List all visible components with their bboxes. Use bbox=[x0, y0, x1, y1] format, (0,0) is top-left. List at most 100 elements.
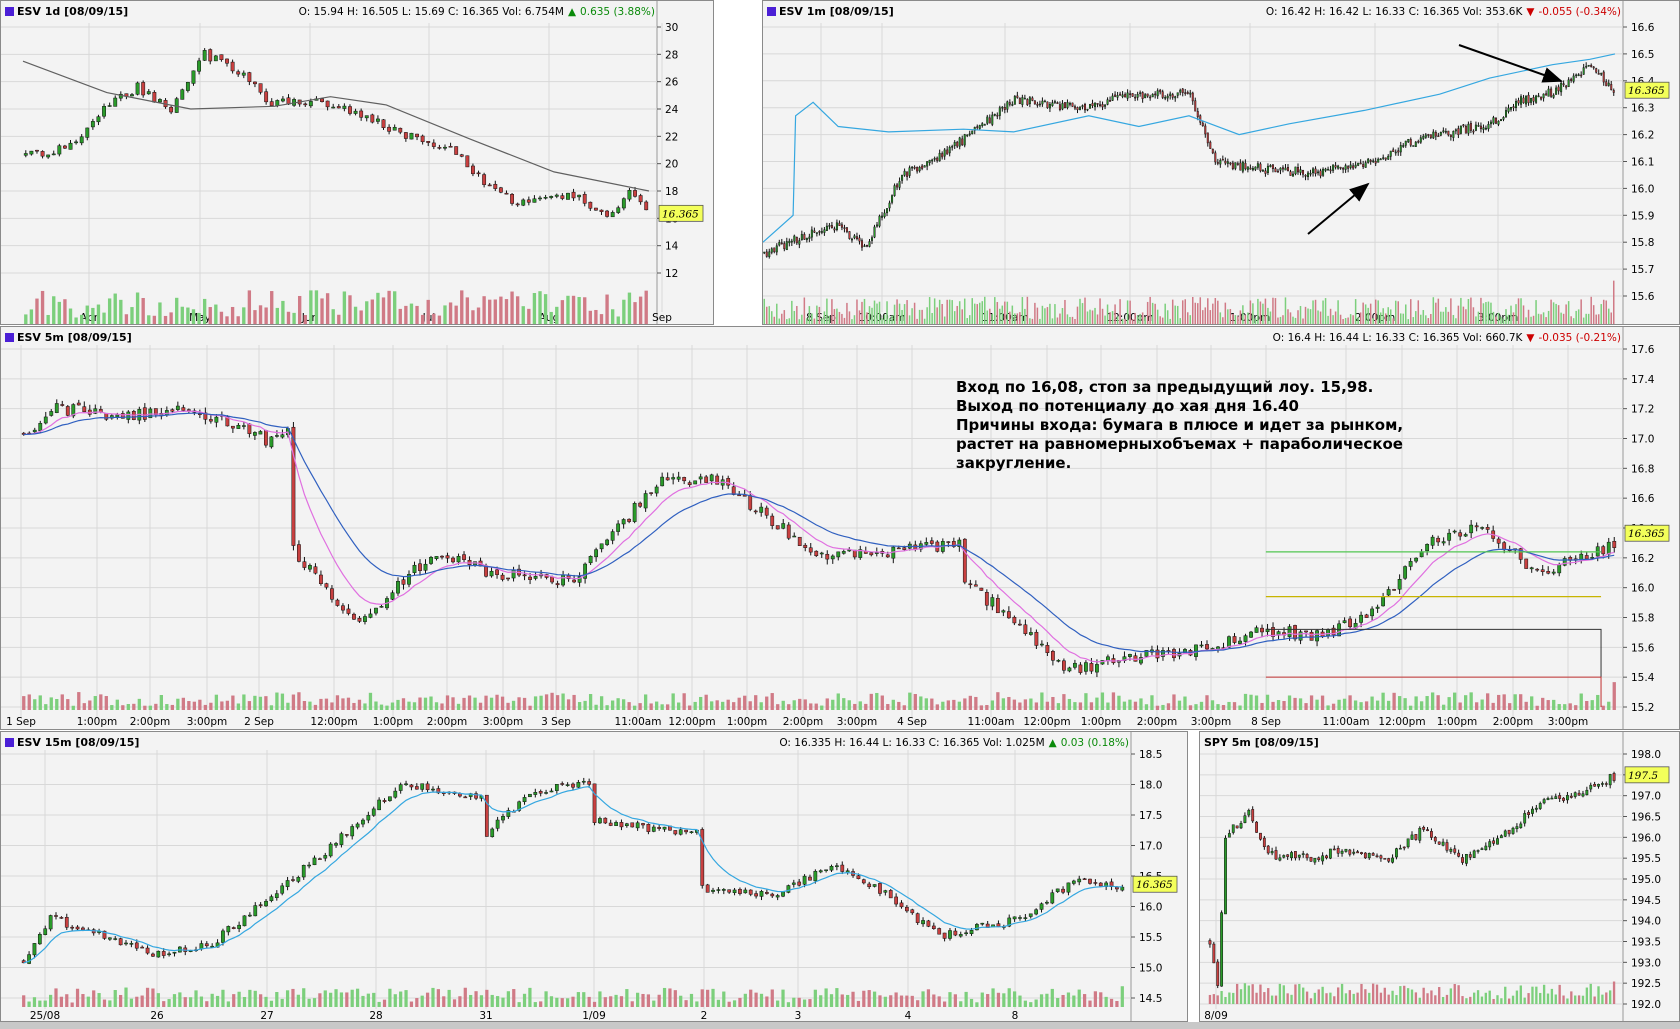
candle-body bbox=[958, 934, 963, 937]
volume-bar bbox=[1510, 305, 1512, 324]
volume-bar bbox=[59, 996, 64, 1007]
change-down-icon: ▼ bbox=[1526, 332, 1535, 344]
candle-body bbox=[808, 236, 811, 239]
volume-bar bbox=[1577, 309, 1580, 324]
candle-body bbox=[1056, 660, 1061, 662]
volume-bar bbox=[1447, 697, 1451, 710]
volume-bar bbox=[522, 993, 527, 1007]
candle-body bbox=[1459, 125, 1462, 134]
volume-bar bbox=[1124, 319, 1126, 324]
fifteen-min-chart-svg[interactable]: 25/08 26 27 28 31 1/09 2 3 4 818.518.017.517.016.… bbox=[1, 732, 1188, 1022]
volume-bar bbox=[148, 705, 152, 710]
candle-body bbox=[968, 133, 971, 136]
candle-body bbox=[1309, 172, 1312, 175]
volume-bar bbox=[292, 312, 296, 324]
volume-bar bbox=[334, 989, 338, 1007]
volume-bar bbox=[29, 309, 34, 324]
five-min-chart-svg[interactable]: 1 Sep 1:00pm 2:00pm 3:00pm 2 Sep 12:00pm 1:00p… bbox=[1, 327, 1680, 730]
candle-body bbox=[126, 411, 131, 420]
candle-body bbox=[571, 191, 576, 199]
volume-bar bbox=[919, 696, 923, 710]
candle-body bbox=[572, 579, 576, 583]
volume-bar bbox=[248, 989, 252, 1007]
candle-body bbox=[687, 482, 692, 485]
candle-body bbox=[1166, 95, 1169, 99]
volume-bar bbox=[1011, 305, 1014, 324]
volume-bar bbox=[1370, 696, 1374, 710]
candle-body bbox=[1600, 72, 1603, 75]
volume-bar bbox=[605, 294, 609, 324]
volume-bar bbox=[738, 997, 742, 1007]
volume-bar bbox=[91, 307, 95, 324]
price-tag-box bbox=[658, 204, 704, 222]
candle-body bbox=[775, 525, 780, 530]
candle-body bbox=[732, 889, 737, 893]
candle-body bbox=[861, 879, 866, 884]
candle-body bbox=[616, 523, 621, 532]
volume-bar bbox=[1059, 313, 1061, 324]
candle-body bbox=[1523, 813, 1527, 824]
volume-bar bbox=[886, 704, 890, 710]
candle-body bbox=[1442, 130, 1445, 133]
volume-bar bbox=[1089, 702, 1094, 710]
volume-bar bbox=[571, 996, 575, 1007]
candle-body bbox=[1542, 93, 1545, 99]
candle-body bbox=[370, 114, 375, 123]
candle-body bbox=[603, 817, 608, 824]
volume-bar bbox=[275, 307, 279, 324]
y-tick-label: 24 bbox=[665, 104, 679, 116]
candle-body bbox=[381, 119, 386, 129]
volume-bar bbox=[1297, 310, 1299, 324]
volume-bar bbox=[843, 317, 846, 324]
volume-bar bbox=[533, 696, 538, 710]
candle-body bbox=[68, 142, 73, 150]
candle-body bbox=[1403, 566, 1408, 579]
volume-bar bbox=[1084, 693, 1088, 710]
volume-bar bbox=[1176, 305, 1179, 324]
candle-body bbox=[1078, 664, 1083, 673]
candle-body bbox=[1542, 799, 1546, 804]
volume-bar bbox=[412, 702, 417, 710]
candle-body bbox=[588, 555, 593, 564]
volume-bar bbox=[633, 302, 637, 324]
volume-bar bbox=[1006, 301, 1009, 324]
volume-bar bbox=[1535, 300, 1537, 324]
volume-bar bbox=[833, 309, 836, 324]
volume-bar bbox=[511, 700, 516, 710]
volume-bar bbox=[178, 992, 182, 1007]
volume-bar bbox=[1442, 311, 1445, 324]
volume-bar bbox=[390, 702, 395, 710]
candle-body bbox=[1359, 162, 1362, 165]
volume-bar bbox=[1183, 696, 1187, 710]
spy-chart-svg[interactable]: 8/09198.0197.5197.0196.5196.0195.5195.01… bbox=[1200, 732, 1680, 1022]
volume-bar bbox=[1577, 995, 1581, 1004]
daily-chart-svg[interactable]: AprMayJunJulAugSep3028262422201816141216… bbox=[1, 1, 714, 325]
candle-body bbox=[448, 146, 453, 148]
one-min-chart-svg[interactable]: 8 Sep10:00am11:00am12:00pm1:00pm2:00pm3:… bbox=[763, 1, 1680, 325]
candle-body bbox=[830, 555, 835, 560]
candle-body bbox=[1474, 525, 1479, 528]
volume-bar bbox=[1511, 995, 1515, 1004]
candle-body bbox=[1154, 93, 1157, 96]
candle-body bbox=[1518, 548, 1523, 560]
volume-bar bbox=[1347, 317, 1349, 324]
volume-bar bbox=[495, 694, 499, 710]
bottom-taskbar-strip bbox=[0, 1022, 1680, 1029]
volume-bar bbox=[572, 694, 576, 710]
volume-bar bbox=[808, 306, 811, 324]
candle-body bbox=[1572, 75, 1575, 82]
candle-body bbox=[1011, 104, 1014, 106]
volume-bar bbox=[976, 304, 979, 324]
candle-body bbox=[51, 153, 56, 156]
volume-bar bbox=[550, 692, 554, 710]
volume-bar bbox=[1212, 994, 1215, 1004]
volume-bar bbox=[1161, 704, 1165, 710]
candle-body bbox=[815, 232, 818, 234]
volume-bar bbox=[936, 307, 938, 324]
volume-bar bbox=[873, 300, 876, 324]
volume-bar bbox=[638, 703, 642, 710]
volume-bar bbox=[259, 994, 263, 1007]
volume-bar bbox=[856, 299, 858, 324]
y-tick-label: 196.0 bbox=[1631, 832, 1661, 844]
candle-body bbox=[1387, 858, 1391, 862]
